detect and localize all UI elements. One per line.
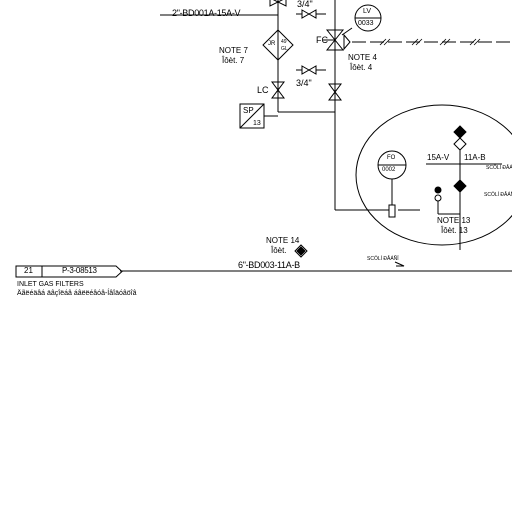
level-box-tag: JR — [268, 41, 276, 47]
lc-valve — [271, 81, 285, 99]
drain-valve-top — [296, 9, 326, 19]
stamp-1: SCÖLÍ ÐÂÁÑÏ — [484, 192, 512, 198]
valve-size-mid: 3/4" — [296, 78, 312, 88]
level-box-sub: 49 — [281, 39, 287, 45]
lv-number: 0033 — [358, 20, 374, 27]
note4-title: NOTE 4 — [348, 53, 377, 62]
note13-title: NOTE 13 — [437, 216, 471, 225]
valve-size-top: 3/4" — [297, 0, 313, 9]
note14-title: NOTE 14 — [266, 236, 300, 245]
lc-label: LC — [257, 85, 269, 95]
line-number-bottom: 6"-BD003-11A-B — [238, 260, 300, 270]
note7-title: NOTE 7 — [219, 46, 248, 55]
offpage-title-local: Äãëéäâá äâçîëáâ áâëëéâóâ-Íâîäóâöîâ — [17, 290, 137, 297]
fo-number: 0002 — [382, 167, 396, 173]
note4-sub: Îôèt. 4 — [350, 63, 373, 72]
stamp-3: SCÖLÍ ÐÂÁÑÏ — [367, 256, 399, 262]
fo-tag: FO — [387, 155, 396, 161]
equipment-ellipse — [355, 104, 512, 246]
line-number-top: 2"-BD001A-15A-V — [172, 8, 241, 18]
sp-tag: SP — [243, 106, 254, 115]
offpage-drawing: P-3-08513 — [62, 266, 97, 275]
lv-tag: LV — [363, 8, 372, 15]
offpage-sheet: 21 — [24, 266, 33, 275]
stamp-2: SCÖLÍ ÐÂÁÑÏ — [486, 165, 512, 171]
drain-valve-mid — [296, 65, 326, 75]
block-valve-right — [328, 83, 342, 101]
note14-symbol — [294, 244, 308, 258]
sample-point-box — [239, 103, 278, 129]
sp-number: 13 — [253, 120, 261, 127]
note7-sub: Îôèt. 7 — [222, 56, 245, 65]
level-box-unit: GL — [281, 46, 288, 52]
spec-break-diamonds — [453, 125, 467, 193]
fail-closed-label: FC — [316, 35, 328, 45]
spec-break-left: 15A-V — [427, 153, 450, 162]
offpage-connector — [15, 265, 123, 278]
offpage-title-en: INLET GAS FILTERS — [17, 281, 84, 288]
gate-valve-top — [269, 0, 287, 7]
note14-sub: Îôèt. — [271, 246, 287, 255]
note13-sub: Îôèt. 13 — [441, 226, 468, 235]
spec-break-right: 11A-B — [464, 153, 486, 162]
control-valve — [323, 29, 351, 51]
level-instrument-diamond — [262, 29, 294, 61]
